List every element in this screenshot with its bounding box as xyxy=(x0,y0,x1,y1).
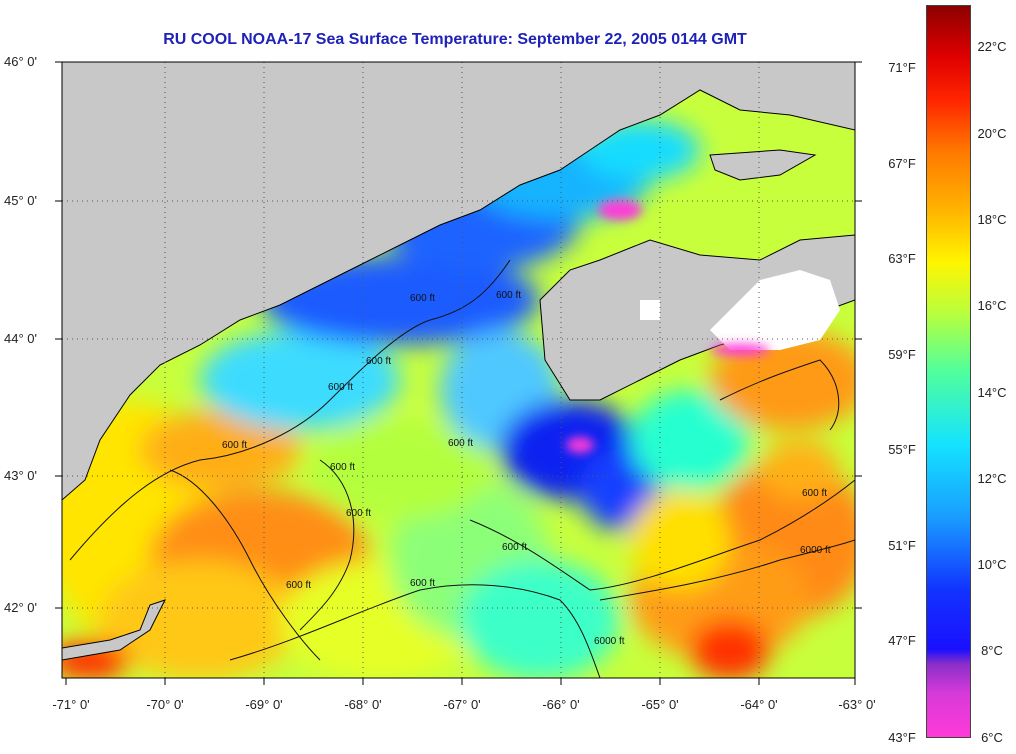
fahrenheit-label: 43°F xyxy=(888,730,916,745)
map-frame xyxy=(62,62,855,678)
lon-label: -64° 0' xyxy=(740,697,778,712)
lon-label: -67° 0' xyxy=(443,697,481,712)
cape-cod-land xyxy=(62,599,166,661)
contour-label: 6000 ft xyxy=(800,545,831,556)
contour-label: 600 ft xyxy=(802,488,828,499)
contour-label: 600 ft xyxy=(328,382,354,393)
map-border xyxy=(61,61,856,679)
fahrenheit-label: 71°F xyxy=(888,60,916,75)
lon-label: -65° 0' xyxy=(641,697,679,712)
fahrenheit-label: 47°F xyxy=(888,633,916,648)
contour-label: 600 ft xyxy=(410,293,436,304)
contour-label: 600 ft xyxy=(286,580,312,591)
map-title: RU COOL NOAA-17 Sea Surface Temperature:… xyxy=(163,31,747,48)
fahrenheit-label: 55°F xyxy=(888,442,916,457)
lon-label: -71° 0' xyxy=(52,697,90,712)
celsius-label: 22°C xyxy=(977,39,1007,54)
contour-label: 600 ft xyxy=(330,462,356,473)
grid-lines xyxy=(62,62,855,678)
contour-label: 6000 ft xyxy=(594,636,625,647)
lon-label: -66° 0' xyxy=(542,697,580,712)
prince-edward-land xyxy=(709,149,817,181)
lat-label: 42° 0' xyxy=(4,600,37,615)
celsius-label: 10°C xyxy=(977,557,1007,572)
contour-label: 600 ft xyxy=(502,542,528,553)
fahrenheit-label: 67°F xyxy=(888,156,916,171)
contour-label: 600 ft xyxy=(448,438,474,449)
fahrenheit-label: 51°F xyxy=(888,538,916,553)
contour-label: 600 ft xyxy=(496,290,522,301)
celsius-label: 16°C xyxy=(977,298,1007,313)
maine-land xyxy=(62,62,855,501)
celsius-label: 20°C xyxy=(977,126,1007,141)
cold-spots xyxy=(566,200,770,453)
fahrenheit-label: 59°F xyxy=(888,347,916,362)
cloud-areas xyxy=(640,270,840,350)
temperature-colorbar xyxy=(926,5,971,738)
celsius-label: 18°C xyxy=(977,212,1007,227)
contour-label: 600 ft xyxy=(222,440,248,451)
celsius-label: 8°C xyxy=(981,643,1003,658)
lat-label: 46° 0' xyxy=(4,54,37,69)
celsius-label: 14°C xyxy=(977,385,1007,400)
depth-contours xyxy=(69,259,855,678)
contour-label: 600 ft xyxy=(346,508,372,519)
lat-label: 43° 0' xyxy=(4,468,37,483)
celsius-label: 6°C xyxy=(981,730,1003,745)
contour-label: 600 ft xyxy=(410,578,436,589)
lon-label: -68° 0' xyxy=(344,697,382,712)
celsius-label: 12°C xyxy=(977,471,1007,486)
axis-ticks xyxy=(55,61,862,685)
lat-label: 45° 0' xyxy=(4,193,37,208)
lon-label: -70° 0' xyxy=(146,697,184,712)
lat-label: 44° 0' xyxy=(4,331,37,346)
lon-label: -69° 0' xyxy=(245,697,283,712)
contour-label: 600 ft xyxy=(366,356,392,367)
sst-field xyxy=(62,120,855,678)
fahrenheit-label: 63°F xyxy=(888,251,916,266)
lon-label: -63° 0' xyxy=(838,697,876,712)
